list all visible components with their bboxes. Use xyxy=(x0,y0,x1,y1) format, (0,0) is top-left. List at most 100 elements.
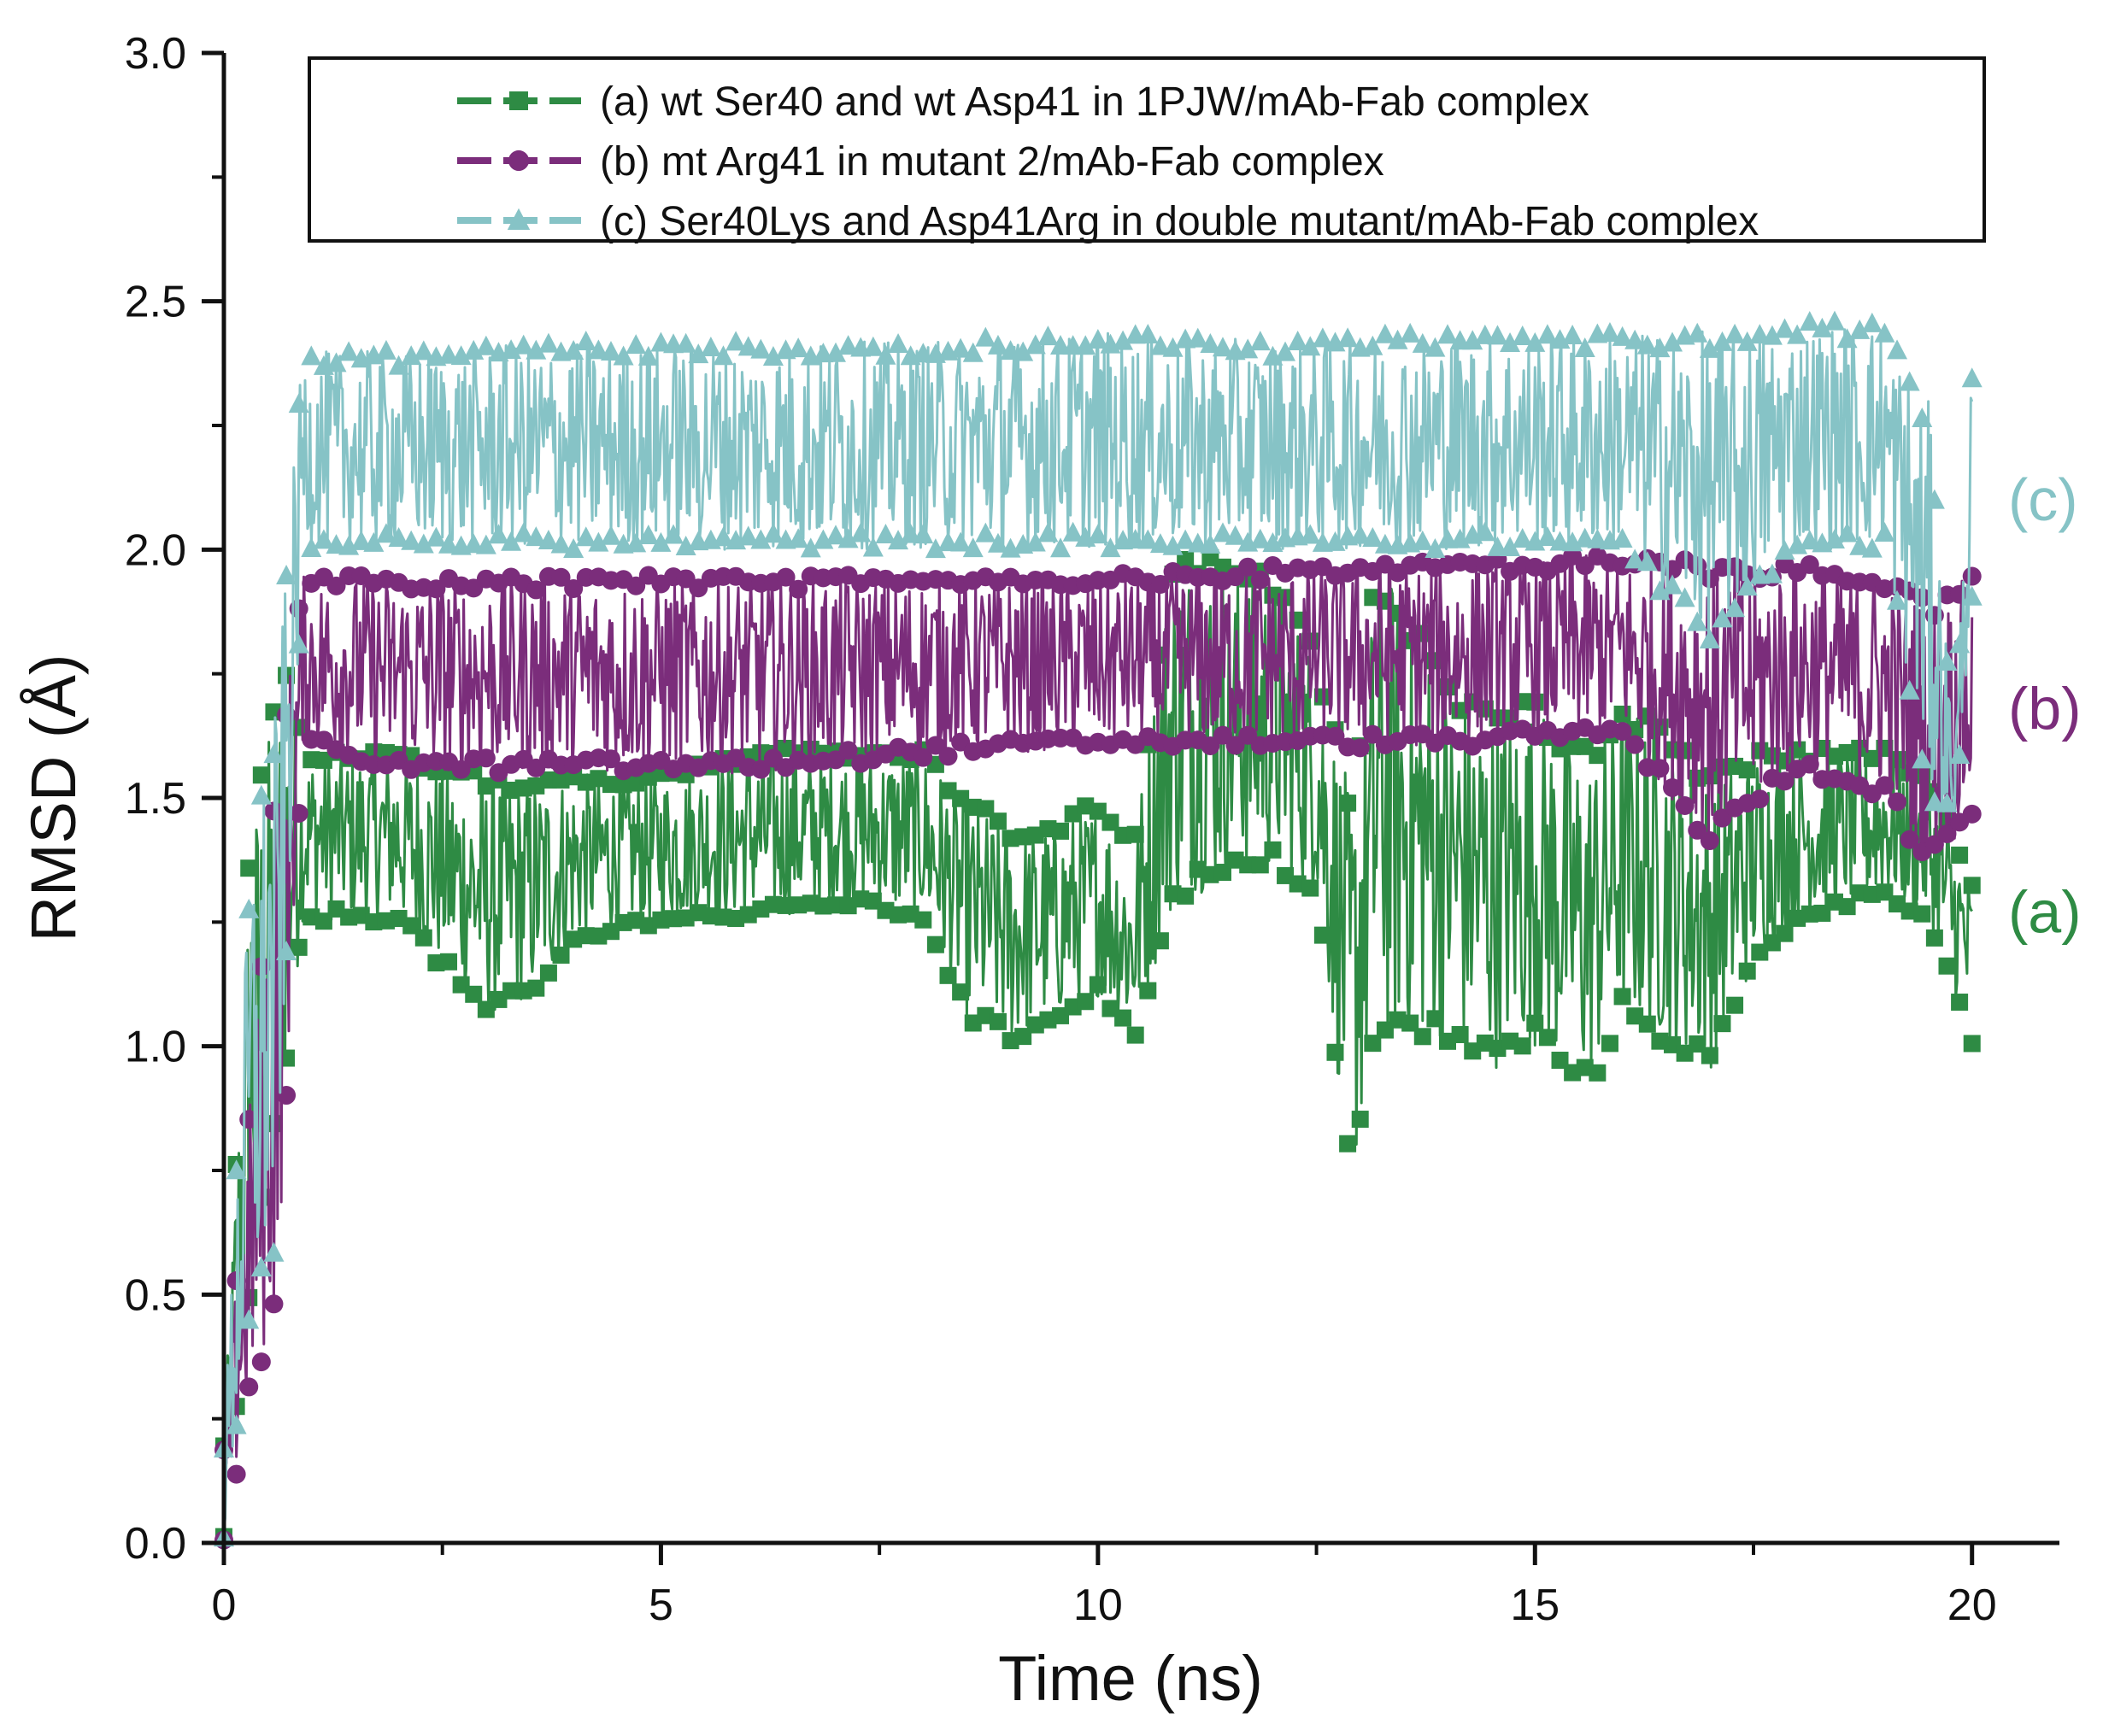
series-c-marker-bottom xyxy=(263,1241,285,1262)
series-b-marker-bottom xyxy=(1663,777,1683,797)
series-a-marker-bottom xyxy=(1526,1014,1544,1032)
series-c-marker-top xyxy=(575,331,596,351)
series-b-marker-bottom xyxy=(1675,796,1695,816)
series-c-marker-top xyxy=(1636,334,1658,355)
series-c-marker-bottom xyxy=(401,530,422,550)
y-tick-label: 2.5 xyxy=(125,278,186,327)
series-c xyxy=(214,310,1983,1547)
series-c-marker-bottom xyxy=(1861,537,1883,558)
series-b-marker-bottom xyxy=(751,760,771,779)
series-c-marker-top xyxy=(1562,324,1583,344)
series-c-marker-bottom xyxy=(875,523,896,543)
series-c-marker-bottom xyxy=(1225,525,1246,545)
series-a-marker-bottom xyxy=(1151,932,1169,950)
series-c-marker-top xyxy=(888,332,909,353)
series-c-marker-bottom xyxy=(350,530,372,550)
series-c-marker-top xyxy=(975,326,996,347)
x-tick-label: 20 xyxy=(1947,1581,1997,1630)
series-tag-a: (a) xyxy=(2008,879,2082,946)
series-a-marker-bottom xyxy=(1401,1014,1419,1032)
series-a-marker-bottom xyxy=(1838,898,1856,916)
series-c-marker-top xyxy=(263,743,285,764)
series-c-marker-top xyxy=(762,345,784,366)
series-c-marker-top xyxy=(862,336,884,356)
series-c-marker-bottom xyxy=(1836,522,1858,542)
series-c-marker-bottom xyxy=(975,522,996,542)
series-a-marker-bottom xyxy=(1776,924,1794,942)
series-a-marker-bottom xyxy=(1925,929,1943,947)
legend-item-b: (b) mt Arg41 in mutant 2/mAb-Fab complex xyxy=(457,139,1384,185)
series-b-marker-top xyxy=(551,567,571,587)
series-c-marker-top xyxy=(1536,324,1558,344)
series-c-marker-bottom xyxy=(288,633,309,654)
series-c-marker-bottom xyxy=(513,522,534,542)
series-a-marker-bottom xyxy=(926,935,944,953)
series-b-marker-bottom xyxy=(1201,736,1220,755)
series-a-marker-bottom xyxy=(914,911,932,929)
series-b-marker-top xyxy=(626,576,646,595)
series-c-marker-bottom xyxy=(675,535,696,555)
series-c-marker-top xyxy=(1187,327,1208,348)
series-c-marker-bottom xyxy=(1325,531,1346,551)
series-a-marker-bottom xyxy=(1613,988,1631,1006)
series-c-marker-top xyxy=(588,339,609,360)
series-b-marker-bottom xyxy=(938,747,958,766)
legend-swatch-marker xyxy=(507,208,531,230)
series-c-marker-top xyxy=(1212,337,1233,357)
series-c-marker-top xyxy=(637,345,659,366)
series-b-marker-bottom xyxy=(1325,726,1345,746)
series-c-marker-bottom xyxy=(850,522,872,542)
series-c-marker-bottom xyxy=(1587,528,1608,548)
series-c-marker-top xyxy=(962,342,984,362)
series-b-marker-bottom xyxy=(1225,736,1245,755)
series-c-marker-bottom xyxy=(1687,611,1708,631)
y-tick-label: 2.0 xyxy=(125,525,186,575)
series-b-marker-bottom xyxy=(1924,835,1944,854)
series-c-marker-bottom xyxy=(1037,522,1059,542)
series-c-marker-bottom xyxy=(1300,524,1321,544)
series-a-marker-top xyxy=(1613,705,1631,723)
series-c-marker-bottom xyxy=(413,533,434,554)
series-c-marker-top xyxy=(537,332,559,353)
series-b-marker-bottom xyxy=(1363,724,1383,744)
series-a-marker-top xyxy=(1589,747,1607,765)
series-c-marker-top xyxy=(1761,325,1783,345)
series-b-marker-top xyxy=(1238,557,1258,577)
series-b-marker-bottom xyxy=(1937,824,1957,843)
series-a-marker-bottom xyxy=(1538,1029,1556,1047)
series-c-marker-bottom xyxy=(1374,533,1395,554)
series-c-marker-top xyxy=(1412,332,1433,353)
series-b-marker-bottom xyxy=(1350,738,1370,758)
series-c-marker-top xyxy=(1149,335,1171,355)
series-b-marker-bottom xyxy=(1688,820,1707,840)
series-tag-b: (b) xyxy=(2008,675,2082,742)
series-c-marker-bottom xyxy=(1087,524,1108,544)
series-c-marker-top xyxy=(675,332,696,353)
series-c-marker-top xyxy=(626,334,647,355)
series-c-marker-top xyxy=(1512,325,1533,345)
series-c-marker-top xyxy=(1462,330,1483,350)
series-a-marker-top xyxy=(240,859,258,877)
series-c-marker-top xyxy=(388,355,409,375)
series-a-marker-top xyxy=(1052,822,1070,840)
series-c-marker-bottom xyxy=(1100,537,1121,558)
x-tick-label: 5 xyxy=(649,1581,673,1630)
series-c-marker-top xyxy=(276,564,297,584)
series-a-marker-top xyxy=(1738,761,1756,779)
series-a-marker-top xyxy=(1101,813,1119,831)
series-c-marker-bottom xyxy=(301,537,322,557)
series-a-marker-bottom xyxy=(414,929,432,947)
series-c-marker-bottom xyxy=(1474,521,1495,542)
series-a-marker-top xyxy=(1177,551,1195,569)
series-b-marker-top xyxy=(776,567,796,587)
series-a-marker-bottom xyxy=(552,946,570,964)
series-a-marker-bottom xyxy=(527,979,545,997)
series-c-marker-bottom xyxy=(1050,537,1072,558)
series-b-marker-bottom xyxy=(251,1352,271,1372)
series-c-marker-top xyxy=(226,1159,247,1180)
series-c-marker-top xyxy=(750,338,772,359)
series-a-marker-bottom xyxy=(465,985,483,1003)
series-a-marker-bottom xyxy=(1601,1035,1618,1053)
series-c-marker-top xyxy=(1075,335,1096,355)
series-c-marker-bottom xyxy=(1761,563,1783,584)
